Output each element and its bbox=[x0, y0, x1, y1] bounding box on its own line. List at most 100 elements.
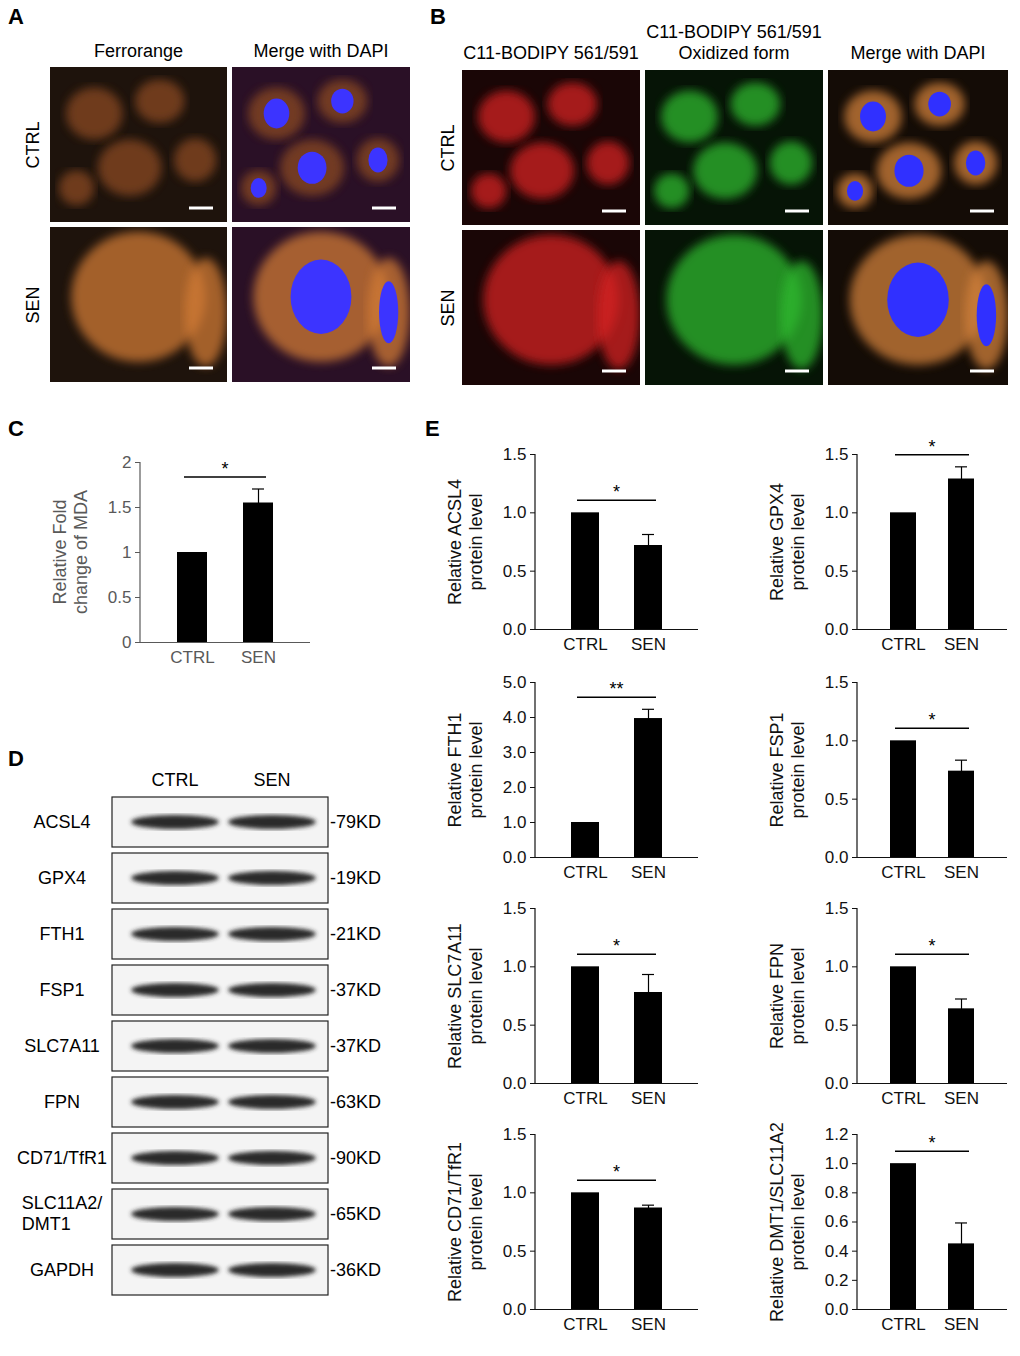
html-text:Relative FTH1 protein level: Relative FTH1 protein level bbox=[445, 712, 486, 827]
svg-text:CTRL: CTRL bbox=[563, 1089, 607, 1108]
html-text:GAPDH: GAPDH bbox=[30, 1259, 94, 1280]
svg-text:*: * bbox=[613, 482, 620, 502]
svg-text:1.0: 1.0 bbox=[825, 957, 849, 976]
svg-text:2.0: 2.0 bbox=[503, 778, 527, 797]
svg-text:*: * bbox=[928, 710, 935, 730]
svg-text:1.0: 1.0 bbox=[503, 957, 527, 976]
svg-text:**: ** bbox=[609, 679, 623, 699]
html-text:C11-BODIPY 561/591 Oxidized fo: C11-BODIPY 561/591 Oxidized form bbox=[646, 22, 822, 63]
svg-text:1.5: 1.5 bbox=[825, 899, 849, 918]
svg-text:SEN: SEN bbox=[631, 1315, 666, 1334]
html-text:-37KD: -37KD bbox=[330, 979, 381, 1000]
html-text:Relative GPX4 protein level: Relative GPX4 protein level bbox=[767, 482, 808, 601]
html-text:SEN: SEN bbox=[22, 286, 43, 323]
svg-text:SEN: SEN bbox=[241, 648, 276, 667]
svg-text:*: * bbox=[928, 1133, 935, 1153]
svg-text:SEN: SEN bbox=[631, 1089, 666, 1108]
svg-text:1: 1 bbox=[122, 543, 131, 562]
svg-text:1.0: 1.0 bbox=[825, 503, 849, 522]
svg-text:1.5: 1.5 bbox=[825, 445, 849, 464]
svg-text:0.5: 0.5 bbox=[503, 562, 527, 581]
svg-text:1.0: 1.0 bbox=[503, 503, 527, 522]
svg-text:SEN: SEN bbox=[944, 635, 979, 654]
html-text:FTH1: FTH1 bbox=[39, 923, 85, 944]
svg-text:1.2: 1.2 bbox=[825, 1125, 849, 1144]
svg-text:1.5: 1.5 bbox=[503, 1125, 527, 1144]
svg-text:CTRL: CTRL bbox=[881, 1089, 925, 1108]
html-text:-19KD: -19KD bbox=[330, 867, 381, 888]
svg-text:0: 0 bbox=[122, 633, 131, 652]
html-text:Relative Fold change of MDA: Relative Fold change of MDA bbox=[50, 490, 91, 614]
svg-text:0.0: 0.0 bbox=[825, 620, 849, 639]
html-text:Relative FSP1 protein level: Relative FSP1 protein level bbox=[767, 712, 808, 827]
svg-text:0.8: 0.8 bbox=[825, 1183, 849, 1202]
html-text:GPX4: GPX4 bbox=[38, 867, 86, 888]
svg-text:0.5: 0.5 bbox=[825, 1016, 849, 1035]
svg-text:CTRL: CTRL bbox=[881, 863, 925, 882]
html-text:-37KD: -37KD bbox=[330, 1035, 381, 1056]
html-text:FSP1: FSP1 bbox=[39, 979, 85, 1000]
svg-text:0.0: 0.0 bbox=[503, 620, 527, 639]
svg-text:0.5: 0.5 bbox=[825, 562, 849, 581]
svg-text:1.0: 1.0 bbox=[503, 1183, 527, 1202]
svg-text:1.0: 1.0 bbox=[825, 731, 849, 750]
svg-text:1.5: 1.5 bbox=[503, 445, 527, 464]
html-text:SLC7A11: SLC7A11 bbox=[24, 1035, 100, 1056]
html-text:ACSL4: ACSL4 bbox=[33, 811, 91, 832]
svg-text:5.0: 5.0 bbox=[503, 673, 527, 692]
svg-text:1.5: 1.5 bbox=[108, 498, 132, 517]
html-text:Relative ACSL4 protein level: Relative ACSL4 protein level bbox=[445, 478, 486, 605]
svg-text:4.0: 4.0 bbox=[503, 708, 527, 727]
svg-text:*: * bbox=[221, 459, 228, 479]
svg-text:CTRL: CTRL bbox=[563, 1315, 607, 1334]
svg-text:CTRL: CTRL bbox=[563, 635, 607, 654]
html-text:SEN: SEN bbox=[437, 289, 458, 326]
svg-text:0.5: 0.5 bbox=[108, 588, 132, 607]
svg-text:0.2: 0.2 bbox=[825, 1271, 849, 1290]
html-text:CTRL: CTRL bbox=[22, 121, 43, 168]
svg-text:*: * bbox=[613, 936, 620, 956]
svg-text:CTRL: CTRL bbox=[170, 648, 214, 667]
svg-text:0.0: 0.0 bbox=[825, 1074, 849, 1093]
svg-text:3.0: 3.0 bbox=[503, 743, 527, 762]
svg-text:0.0: 0.0 bbox=[503, 848, 527, 867]
svg-text:SEN: SEN bbox=[631, 635, 666, 654]
svg-text:0.6: 0.6 bbox=[825, 1212, 849, 1231]
svg-text:CTRL: CTRL bbox=[563, 863, 607, 882]
html-text:Relative CD71/TfR1 protein lev: Relative CD71/TfR1 protein level bbox=[445, 1141, 486, 1302]
svg-text:SEN: SEN bbox=[944, 1089, 979, 1108]
svg-text:1.5: 1.5 bbox=[825, 673, 849, 692]
svg-text:0.0: 0.0 bbox=[503, 1300, 527, 1319]
html-text:-65KD: -65KD bbox=[330, 1203, 381, 1224]
svg-text:0.5: 0.5 bbox=[503, 1016, 527, 1035]
svg-text:CTRL: CTRL bbox=[881, 1315, 925, 1334]
svg-text:SEN: SEN bbox=[944, 863, 979, 882]
html-text:-90KD: -90KD bbox=[330, 1147, 381, 1168]
svg-text:0.4: 0.4 bbox=[825, 1242, 849, 1261]
html-text:Relative DMT1/SLC11A2 protein: Relative DMT1/SLC11A2 protein level bbox=[767, 1121, 808, 1322]
html-text:CTRL: CTRL bbox=[437, 124, 458, 171]
html-text:CD71/TfR1: CD71/TfR1 bbox=[17, 1147, 107, 1168]
svg-text:1.0: 1.0 bbox=[503, 813, 527, 832]
svg-text:CTRL: CTRL bbox=[881, 635, 925, 654]
html-text:-63KD: -63KD bbox=[330, 1091, 381, 1112]
svg-text:1.0: 1.0 bbox=[825, 1154, 849, 1173]
html-text:FPN: FPN bbox=[44, 1091, 80, 1112]
html-text:Relative FPN protein level: Relative FPN protein level bbox=[767, 942, 808, 1049]
svg-text:*: * bbox=[928, 437, 935, 457]
svg-text:*: * bbox=[928, 936, 935, 956]
svg-text:0.5: 0.5 bbox=[503, 1242, 527, 1261]
html-text:-79KD: -79KD bbox=[330, 811, 381, 832]
svg-text:0.5: 0.5 bbox=[825, 790, 849, 809]
svg-text:*: * bbox=[613, 1162, 620, 1182]
html-text:SLC11A2/ DMT1: SLC11A2/ DMT1 bbox=[21, 1193, 103, 1234]
html-text:-21KD: -21KD bbox=[330, 923, 381, 944]
svg-text:SEN: SEN bbox=[631, 863, 666, 882]
html-text:Relative SLC7A11 protein level: Relative SLC7A11 protein level bbox=[445, 922, 486, 1069]
svg-text:2: 2 bbox=[122, 453, 131, 472]
svg-text:1.5: 1.5 bbox=[503, 899, 527, 918]
svg-text:0.0: 0.0 bbox=[825, 1300, 849, 1319]
svg-text:0.0: 0.0 bbox=[825, 848, 849, 867]
svg-text:SEN: SEN bbox=[944, 1315, 979, 1334]
svg-text:0.0: 0.0 bbox=[503, 1074, 527, 1093]
